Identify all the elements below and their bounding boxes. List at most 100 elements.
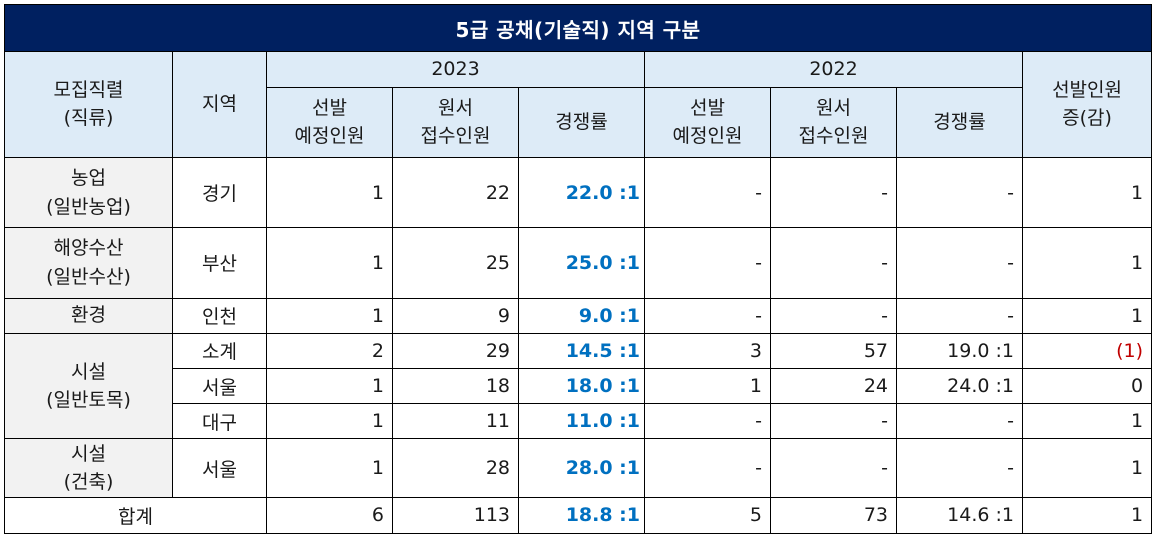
category-cell: 농업 (일반농업) <box>4 156 173 229</box>
total-row: 합계 6 113 18.8 :1 5 73 14.6 :1 1 <box>4 496 1153 535</box>
header-planned-2023: 선발 예정인원 <box>266 87 393 158</box>
applicants-2022: - <box>770 156 897 229</box>
header-planned-line1: 선발 <box>312 97 347 120</box>
rate-2022: 19.0 :1 <box>896 332 1023 370</box>
rate-2022: - <box>896 156 1023 229</box>
header-field: 모집직렬 (직류) <box>4 51 173 158</box>
planned-2023: 1 <box>266 368 393 405</box>
planned-2022: 3 <box>644 332 771 370</box>
table-title: 5급 공채(기술직) 지역 구분 <box>3 3 1153 53</box>
header-planned-2022: 선발 예정인원 <box>644 87 771 158</box>
header-region: 지역 <box>172 51 267 158</box>
region-cell: 부산 <box>172 227 267 299</box>
category-cell: 시설 (일반토목) <box>4 332 173 440</box>
region-cell: 서울 <box>172 368 267 405</box>
rate-2023: 11.0 :1 <box>518 403 645 440</box>
table-row: 농업 (일반농업) 경기 1 22 22.0 :1 - - - 1 <box>4 156 1153 229</box>
total-change: 1 <box>1021 496 1153 535</box>
planned-2022: - <box>644 297 771 334</box>
category-name: 농업 <box>71 167 106 190</box>
applicants-2023: 22 <box>392 156 519 229</box>
region-cell: 대구 <box>172 403 267 440</box>
change-cell: 1 <box>1021 438 1153 498</box>
rate-2022: - <box>896 297 1023 334</box>
rate-2023: 9.0 :1 <box>518 297 645 334</box>
table-row: 해양수산 (일반수산) 부산 1 25 25.0 :1 - - - 1 <box>4 227 1153 299</box>
change-cell: 1 <box>1021 297 1153 334</box>
header-field-line1: 모집직렬 <box>53 79 124 102</box>
header-year-2023: 2023 <box>266 51 645 89</box>
applicants-2023: 18 <box>392 368 519 405</box>
rate-2023: 25.0 :1 <box>518 227 645 299</box>
region-cell: 인천 <box>172 297 267 334</box>
planned-2022: 1 <box>644 368 771 405</box>
total-applicants-2023: 113 <box>392 496 519 535</box>
recruitment-table: 5급 공채(기술직) 지역 구분 모집직렬 (직류) 지역 2023 2022 … <box>3 3 1153 535</box>
total-planned-2022: 5 <box>644 496 771 535</box>
change-cell: 1 <box>1021 156 1153 229</box>
planned-2023: 1 <box>266 297 393 334</box>
planned-2022: - <box>644 156 771 229</box>
change-cell: 1 <box>1021 403 1153 440</box>
header-change-line2: 증(감) <box>1062 106 1112 129</box>
rate-2022: - <box>896 403 1023 440</box>
applicants-2022: - <box>770 403 897 440</box>
rate-2022: 24.0 :1 <box>896 368 1023 405</box>
rate-2022: - <box>896 227 1023 299</box>
header-rate-2023: 경쟁률 <box>518 87 645 158</box>
planned-2023: 1 <box>266 156 393 229</box>
header-planned-line1: 선발 <box>690 97 725 120</box>
rate-2023: 28.0 :1 <box>518 438 645 498</box>
rate-2022: - <box>896 438 1023 498</box>
rate-2023: 22.0 :1 <box>518 156 645 229</box>
table-row: 서울 1 18 18.0 :1 1 24 24.0 :1 0 <box>5 368 1153 405</box>
planned-2023: 1 <box>266 227 393 299</box>
region-cell: 소계 <box>172 332 267 370</box>
header-applicants-line2: 접수인원 <box>420 124 491 147</box>
applicants-2022: - <box>770 438 897 498</box>
header-planned-line2: 예정인원 <box>294 124 365 147</box>
applicants-2023: 29 <box>392 332 519 370</box>
total-label: 합계 <box>4 496 267 535</box>
table-row: 환경 인천 1 9 9.0 :1 - - - 1 <box>4 297 1153 334</box>
applicants-2023: 28 <box>392 438 519 498</box>
category-name: 해양수산 <box>53 237 124 260</box>
planned-2022: - <box>644 403 771 440</box>
total-planned-2023: 6 <box>266 496 393 535</box>
planned-2023: 1 <box>266 403 393 440</box>
category-name: 환경 <box>4 297 173 334</box>
category-subname: (일반토목) <box>46 389 131 412</box>
applicants-2022: 57 <box>770 332 897 370</box>
applicants-2023: 25 <box>392 227 519 299</box>
header-applicants-line2: 접수인원 <box>798 124 869 147</box>
header-field-line2: (직류) <box>63 106 114 129</box>
planned-2023: 1 <box>266 438 393 498</box>
region-cell: 서울 <box>172 438 267 498</box>
table-row: 시설 (건축) 서울 1 28 28.0 :1 - - - 1 <box>4 438 1153 498</box>
header-applicants-line1: 원서 <box>816 97 851 120</box>
region-cell: 경기 <box>172 156 267 229</box>
header-change: 선발인원 증(감) <box>1021 51 1153 158</box>
category-cell: 해양수산 (일반수산) <box>4 227 173 299</box>
header-rate-2022: 경쟁률 <box>896 87 1023 158</box>
total-applicants-2022: 73 <box>770 496 897 535</box>
header-applicants-2022: 원서 접수인원 <box>770 87 897 158</box>
category-subname: (일반농업) <box>46 195 131 218</box>
header-planned-line2: 예정인원 <box>672 124 743 147</box>
table-row: 대구 1 11 11.0 :1 - - - 1 <box>5 403 1153 440</box>
total-rate-2023: 18.8 :1 <box>518 496 645 535</box>
rate-2023: 18.0 :1 <box>518 368 645 405</box>
category-subname: (일반수산) <box>46 265 131 288</box>
applicants-2022: - <box>770 227 897 299</box>
change-cell: (1) <box>1021 332 1153 370</box>
header-applicants-line1: 원서 <box>438 97 473 120</box>
planned-2022: - <box>644 227 771 299</box>
total-rate-2022: 14.6 :1 <box>896 496 1023 535</box>
category-name: 시설 <box>71 360 106 383</box>
rate-2023: 14.5 :1 <box>518 332 645 370</box>
category-name: 시설 <box>71 442 106 465</box>
applicants-2023: 11 <box>392 403 519 440</box>
header-change-line1: 선발인원 <box>1052 79 1122 102</box>
applicants-2022: 24 <box>770 368 897 405</box>
planned-2022: - <box>644 438 771 498</box>
